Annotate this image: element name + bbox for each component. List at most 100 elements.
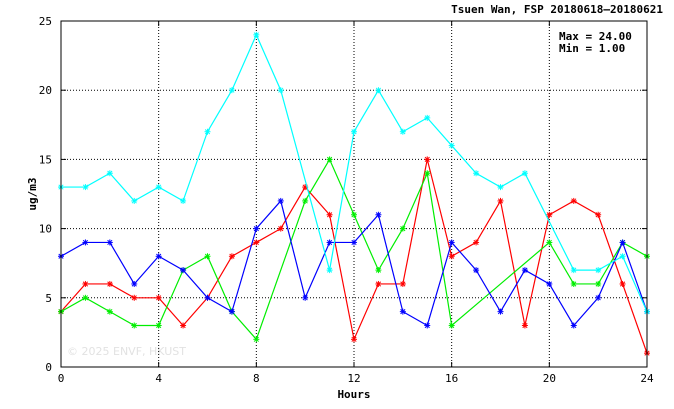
marker-stroke — [326, 267, 333, 273]
marker-stroke — [497, 198, 504, 204]
data-point — [82, 239, 89, 246]
series-1 — [58, 156, 650, 343]
x-tick-label: 8 — [253, 372, 260, 385]
data-point — [375, 211, 382, 218]
marker-stroke — [204, 129, 211, 135]
data-point — [302, 294, 309, 301]
data-point — [399, 280, 406, 287]
marker-stroke — [497, 309, 504, 315]
data-point — [399, 308, 406, 315]
y-tick-label: 10 — [39, 223, 52, 236]
marker-stroke — [571, 198, 577, 204]
marker-stroke — [546, 212, 552, 218]
data-point — [424, 322, 431, 329]
marker-stroke — [180, 198, 186, 204]
max-label: Max = 24.00 — [559, 30, 632, 43]
marker-stroke — [351, 212, 357, 218]
marker-stroke — [473, 170, 479, 176]
data-point — [546, 280, 553, 287]
data-point — [619, 239, 626, 246]
data-point — [106, 308, 113, 315]
data-point — [399, 128, 406, 135]
data-point — [277, 225, 284, 232]
data-point — [180, 267, 187, 274]
data-point — [619, 280, 626, 287]
marker-stroke — [424, 156, 430, 163]
marker-stroke — [571, 322, 577, 329]
marker-stroke — [82, 184, 89, 190]
data-point — [228, 253, 235, 260]
data-point — [351, 128, 357, 135]
data-point — [351, 336, 357, 343]
x-tick-label: 12 — [347, 372, 360, 385]
data-point — [228, 308, 235, 315]
data-point — [521, 322, 528, 329]
data-point — [106, 170, 113, 177]
marker-stroke — [180, 322, 186, 329]
marker-stroke — [619, 239, 626, 246]
marker-stroke — [473, 239, 479, 246]
marker-stroke — [326, 212, 333, 218]
x-axis-label: Hours — [337, 388, 370, 401]
marker-stroke — [400, 225, 406, 232]
marker-stroke — [278, 87, 284, 93]
data-point — [180, 322, 187, 329]
marker-stroke — [473, 267, 479, 273]
data-point — [424, 170, 431, 177]
marker-stroke — [302, 198, 308, 204]
data-point — [595, 280, 602, 287]
marker-stroke — [522, 170, 528, 176]
y-axis-label: ug/m3 — [26, 177, 39, 210]
data-point — [619, 253, 626, 260]
data-point — [131, 280, 138, 287]
data-point — [155, 294, 162, 301]
data-point — [302, 197, 309, 204]
data-point — [82, 280, 89, 287]
series-group — [58, 31, 650, 357]
marker-stroke — [619, 253, 626, 259]
y-ticks: 0 5 10 15 20 25 — [39, 15, 647, 374]
marker-stroke — [522, 267, 528, 273]
x-tick-label: 20 — [543, 372, 556, 385]
data-point — [204, 253, 211, 260]
marker-stroke — [278, 198, 284, 204]
marker-stroke — [326, 156, 333, 163]
marker-stroke — [131, 281, 137, 287]
marker-stroke — [595, 212, 601, 218]
data-point — [497, 184, 504, 191]
marker-stroke — [302, 295, 308, 301]
data-point — [473, 170, 480, 177]
data-point — [155, 322, 162, 329]
data-point — [448, 253, 455, 260]
data-point — [326, 211, 333, 218]
data-point — [106, 239, 113, 246]
marker-stroke — [449, 322, 455, 329]
data-point — [473, 239, 480, 246]
x-tick-label: 16 — [445, 372, 458, 385]
marker-stroke — [107, 170, 113, 176]
marker-stroke — [253, 32, 259, 38]
marker-stroke — [107, 309, 113, 315]
data-point — [399, 225, 406, 232]
data-point — [424, 156, 431, 163]
data-point — [82, 294, 89, 301]
marker-stroke — [400, 281, 406, 287]
marker-stroke — [82, 295, 89, 301]
data-point — [448, 142, 455, 149]
marker-stroke — [351, 129, 357, 135]
data-point — [351, 211, 357, 218]
data-point — [570, 322, 577, 329]
marker-stroke — [107, 281, 113, 287]
marker-stroke — [253, 225, 259, 232]
marker-stroke — [375, 87, 382, 93]
data-point — [180, 197, 187, 204]
data-point — [546, 239, 553, 246]
marker-stroke — [497, 184, 504, 190]
x-tick-label: 24 — [640, 372, 654, 385]
marker-stroke — [204, 295, 211, 301]
data-point — [155, 184, 162, 191]
x-tick-label: 0 — [58, 372, 65, 385]
data-point — [497, 197, 504, 204]
data-point — [570, 280, 577, 287]
data-point — [326, 156, 333, 163]
